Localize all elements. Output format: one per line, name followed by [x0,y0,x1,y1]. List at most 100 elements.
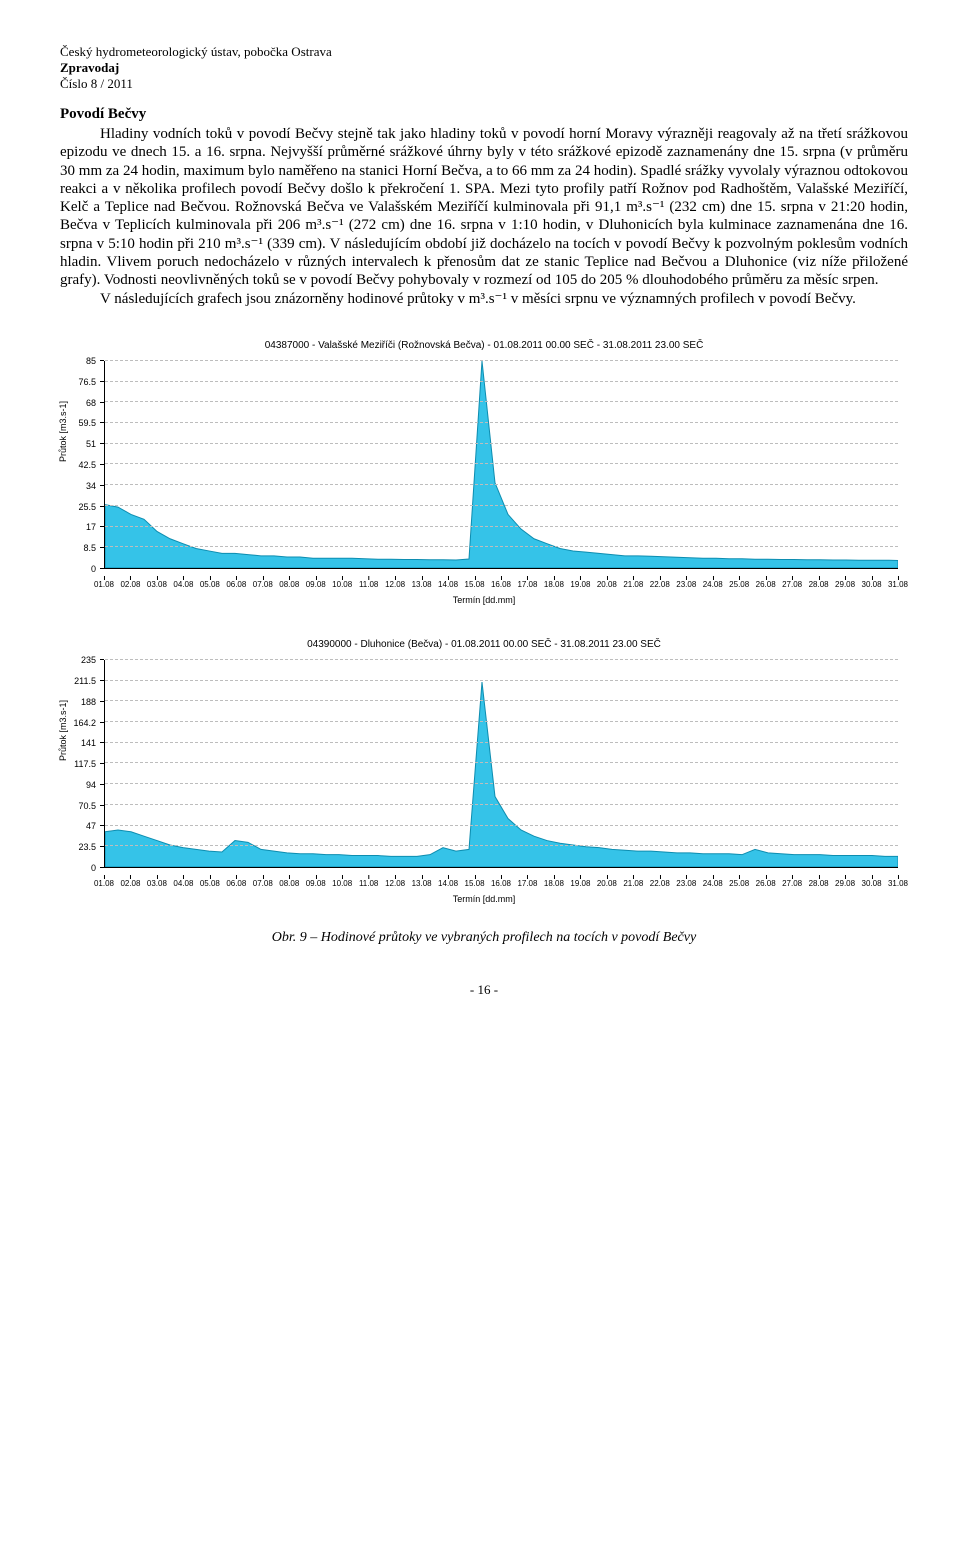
x-tick-label: 19.08 [570,580,590,589]
x-tick-label: 31.08 [888,580,908,589]
gridline [105,742,898,743]
y-tick-label: 59.5 [64,418,100,428]
chart-1-area-icon [105,361,898,568]
chart-1-wrap: 04387000 - Valašské Meziříči (Rožnovská … [60,340,908,607]
x-tick-label: 13.08 [412,580,432,589]
chart-2-area-icon [105,660,898,867]
gridline [105,526,898,527]
x-tick-label: 12.08 [385,879,405,888]
chart-1: Průtok [m3.s-1] 08.51725.53442.55159.568… [64,357,904,607]
gridline [105,360,898,361]
header-publication: Zpravodaj [60,60,908,76]
x-tick-label: 31.08 [888,879,908,888]
y-tick-label: 117.5 [64,759,100,769]
gridline [105,401,898,402]
x-tick-label: 10.08 [332,879,352,888]
gridline [105,845,898,846]
x-tick-label: 14.08 [438,879,458,888]
x-tick-label: 23.08 [676,879,696,888]
gridline [105,546,898,547]
figure-caption: Obr. 9 – Hodinové průtoky ve vybraných p… [60,930,908,946]
section-title: Povodí Bečvy [60,106,908,123]
y-tick-label: 164.2 [64,718,100,728]
x-tick-label: 27.08 [782,580,802,589]
x-tick-label: 05.08 [200,580,220,589]
gridline [105,443,898,444]
page-number: - 16 - [60,982,908,998]
gridline [105,804,898,805]
x-tick-label: 01.08 [94,879,114,888]
paragraph-1: Hladiny vodních toků v povodí Bečvy stej… [60,125,908,290]
chart-2-xlabel: Termín [dd.mm] [453,894,516,904]
chart-1-title: 04387000 - Valašské Meziříči (Rožnovská … [60,340,908,351]
y-tick-label: 8.5 [64,543,100,553]
chart-2-wrap: 04390000 - Dluhonice (Bečva) - 01.08.201… [60,639,908,906]
chart-1-yticks: 08.51725.53442.55159.56876.585 [64,361,100,569]
gridline [105,484,898,485]
chart-2-yticks: 023.54770.594117.5141164.2188211.5235 [64,660,100,868]
gridline [105,762,898,763]
x-tick-label: 24.08 [703,580,723,589]
x-tick-label: 15.08 [465,879,485,888]
x-tick-label: 21.08 [623,580,643,589]
y-tick-label: 85 [64,356,100,366]
x-tick-label: 06.08 [226,580,246,589]
y-tick-label: 235 [64,655,100,665]
y-tick-label: 76.5 [64,377,100,387]
gridline [105,721,898,722]
x-tick-label: 16.08 [491,580,511,589]
gridline [105,463,898,464]
x-tick-label: 16.08 [491,879,511,888]
gridline [105,783,898,784]
x-tick-label: 26.08 [756,879,776,888]
y-tick-label: 188 [64,697,100,707]
x-tick-label: 22.08 [650,879,670,888]
gridline [105,680,898,681]
chart-1-xticks: 01.0802.0803.0804.0805.0806.0807.0808.08… [104,573,898,589]
x-tick-label: 18.08 [544,879,564,888]
x-tick-label: 07.08 [253,879,273,888]
x-tick-label: 09.08 [306,879,326,888]
x-tick-label: 18.08 [544,580,564,589]
x-tick-label: 03.08 [147,879,167,888]
x-tick-label: 30.08 [862,879,882,888]
x-tick-label: 08.08 [279,879,299,888]
x-tick-label: 22.08 [650,580,670,589]
y-tick-label: 51 [64,439,100,449]
x-tick-label: 26.08 [756,580,776,589]
x-tick-label: 11.08 [359,879,378,888]
gridline [105,659,898,660]
x-tick-label: 29.08 [835,580,855,589]
x-tick-label: 05.08 [200,879,220,888]
x-tick-label: 08.08 [279,580,299,589]
x-tick-label: 13.08 [412,879,432,888]
chart-2-plot [104,660,898,868]
x-tick-label: 10.08 [332,580,352,589]
y-tick-label: 68 [64,398,100,408]
y-tick-label: 25.5 [64,502,100,512]
x-tick-label: 25.08 [729,879,749,888]
x-tick-label: 17.08 [517,879,537,888]
x-tick-label: 25.08 [729,580,749,589]
gridline [105,505,898,506]
header-issue: Číslo 8 / 2011 [60,76,908,92]
x-tick-label: 06.08 [226,879,246,888]
paragraph-2: V následujících grafech jsou znázorněny … [60,290,908,308]
x-tick-label: 24.08 [703,879,723,888]
x-tick-label: 02.08 [120,879,140,888]
x-tick-label: 07.08 [253,580,273,589]
x-tick-label: 02.08 [120,580,140,589]
y-tick-label: 0 [64,564,100,574]
y-tick-label: 34 [64,481,100,491]
x-tick-label: 09.08 [306,580,326,589]
x-tick-label: 28.08 [809,580,829,589]
x-tick-label: 23.08 [676,580,696,589]
y-tick-label: 42.5 [64,460,100,470]
x-tick-label: 27.08 [782,879,802,888]
x-tick-label: 11.08 [359,580,378,589]
header-org: Český hydrometeorologický ústav, pobočka… [60,44,908,60]
x-tick-label: 29.08 [835,879,855,888]
body-text: Hladiny vodních toků v povodí Bečvy stej… [60,125,908,308]
y-tick-label: 23.5 [64,842,100,852]
x-tick-label: 04.08 [173,580,193,589]
